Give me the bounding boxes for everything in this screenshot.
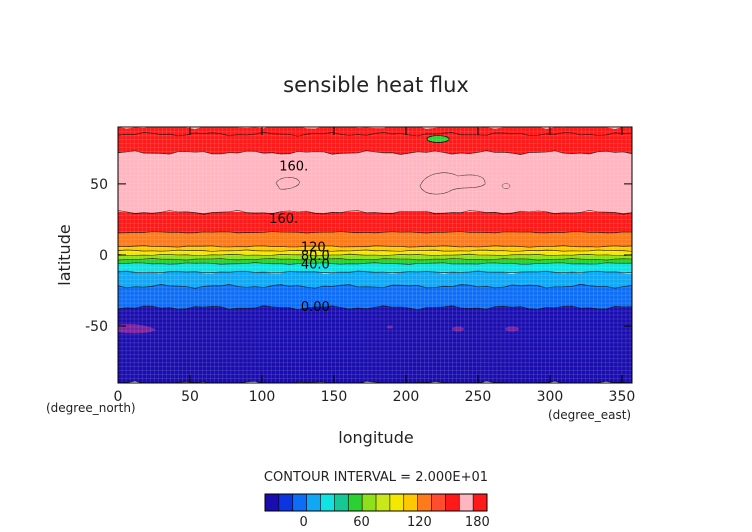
contour-band — [118, 132, 632, 155]
contour-line — [118, 209, 632, 215]
contour-island — [426, 135, 450, 143]
colorbar-tick-label: 180 — [465, 515, 490, 530]
colorbar: 0 60 120 180 — [264, 493, 490, 530]
contour-patch — [419, 172, 486, 195]
x-axis: 0 50 100 150 200 250 300 350 — [114, 127, 636, 405]
contour-label: 80.0 — [301, 249, 330, 264]
contour-band — [118, 305, 632, 383]
contour-label: 120. — [301, 240, 330, 255]
contour-patch — [387, 325, 393, 329]
x-tick-label: 50 — [181, 389, 199, 405]
contour-line — [118, 253, 632, 257]
colorbar-segment — [278, 494, 294, 511]
contour-band — [118, 249, 632, 256]
contour-bands — [118, 127, 632, 383]
colorbar-segment — [265, 494, 280, 511]
colorbar-segment — [306, 494, 321, 511]
x-tick-label: 0 — [114, 389, 123, 405]
contour-patch — [118, 323, 156, 334]
chart-title: sensible heat flux — [283, 73, 469, 97]
colorbar-segment — [292, 494, 308, 511]
contour-labels: 160.160.120.80.040.00.00 — [269, 159, 330, 315]
y-tick-label: 50 — [90, 177, 108, 193]
x-tick-label: 150 — [321, 389, 348, 405]
contour-label: 0.00 — [301, 300, 330, 315]
colorbar-segment — [376, 494, 391, 511]
contour-interval-text: CONTOUR INTERVAL = 2.000E+01 — [264, 470, 488, 485]
contour-patch — [452, 326, 464, 332]
x-tick-label: 100 — [249, 389, 276, 405]
x-unit-label: (degree_east) — [548, 408, 631, 422]
contour-label: 160. — [279, 159, 308, 174]
x-axis-label: longitude — [338, 428, 413, 447]
plot-area: 160.160.120.80.040.00.00 — [118, 127, 632, 383]
contour-line — [118, 258, 632, 261]
contour-band — [118, 284, 632, 310]
colorbar-segment — [459, 494, 474, 511]
contour-line — [118, 270, 632, 274]
contour-patch — [501, 183, 511, 189]
contour-band — [118, 258, 632, 265]
y-axis: -50 0 50 — [85, 177, 632, 335]
contour-band — [118, 262, 632, 273]
contour-line — [118, 305, 632, 311]
contour-line — [118, 131, 632, 137]
contour-line — [118, 283, 632, 289]
contour-line — [118, 231, 632, 234]
contour-label: 160. — [269, 212, 298, 227]
colorbar-segment — [473, 494, 488, 511]
contour-band — [118, 231, 632, 248]
colorbar-segment — [320, 494, 335, 511]
colorbar-segment — [431, 494, 446, 511]
contour-line — [118, 150, 632, 156]
contour-line — [118, 249, 632, 252]
x-tick-label: 250 — [465, 389, 492, 405]
contour-band — [118, 270, 632, 289]
x-tick-label: 200 — [393, 389, 420, 405]
colorbar-segment — [445, 494, 460, 511]
contour-line — [118, 245, 632, 248]
contour-patch — [505, 326, 519, 332]
colorbar-segment — [403, 494, 419, 511]
y-tick-label: 0 — [99, 248, 108, 264]
colorbar-tick-label: 0 — [299, 515, 307, 530]
colorbar-tick-label: 60 — [353, 515, 370, 530]
contour-band — [118, 211, 632, 233]
contour-label: 40.0 — [301, 258, 330, 273]
x-tick-label: 350 — [609, 389, 636, 405]
x-tick-label: 300 — [537, 389, 564, 405]
colorbar-segment — [362, 494, 377, 511]
colorbar-segment — [334, 494, 349, 511]
colorbar-segment — [417, 494, 432, 511]
y-tick-label: -50 — [85, 319, 108, 335]
colorbar-segment — [389, 494, 405, 511]
contour-line — [118, 262, 632, 265]
contour-band — [118, 127, 632, 137]
contour-band — [118, 150, 632, 215]
colorbar-segment — [348, 494, 363, 511]
contour-blobs — [118, 135, 519, 334]
contour-lines — [118, 131, 632, 383]
colorbar-tick-label: 120 — [407, 515, 432, 530]
y-unit-label: (degree_north) — [46, 401, 136, 415]
contour-patch — [275, 177, 300, 190]
y-axis-label: latitude — [55, 224, 74, 285]
